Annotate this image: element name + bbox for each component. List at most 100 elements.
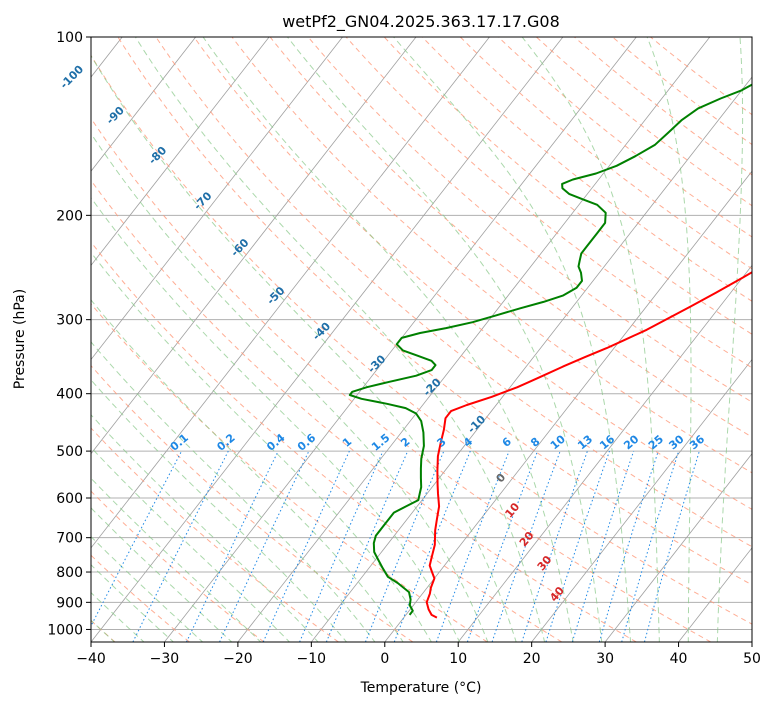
moist-adiabat-line xyxy=(393,37,632,642)
mixing-ratio-line xyxy=(186,450,279,642)
dry-adiabat-line xyxy=(536,37,752,207)
x-tick-label: −10 xyxy=(297,651,327,667)
y-axis-label: Pressure (hPa) xyxy=(12,289,28,389)
y-tick-label: 700 xyxy=(56,531,83,547)
x-tick-label: 30 xyxy=(596,651,614,667)
y-tick-label: 400 xyxy=(56,387,83,403)
mixing-ratio-line xyxy=(435,450,510,642)
dry-adiabat-label: -70 xyxy=(191,189,214,212)
moist-adiabat-line xyxy=(202,37,574,642)
dry-adiabat-line xyxy=(345,37,752,369)
moist-adiabat-line xyxy=(91,132,489,642)
isotherm-line xyxy=(604,453,752,642)
dry-adiabat-line xyxy=(612,37,752,146)
moist-adiabat-line xyxy=(91,446,291,642)
mixing-ratio-line xyxy=(571,450,635,642)
moist-adiabat-line xyxy=(91,535,204,642)
dry-adiabat-line xyxy=(91,554,190,642)
x-tick-label: 20 xyxy=(523,651,541,667)
dry-adiabat-line xyxy=(269,37,752,438)
isotherm-line xyxy=(91,37,270,267)
isotherm-line xyxy=(311,76,752,642)
isotherm-line xyxy=(751,641,752,642)
mixing-ratio-label: 0.1 xyxy=(168,431,191,453)
background-lines xyxy=(91,37,752,642)
dry-adiabat-line xyxy=(574,37,752,176)
mixing-ratio-label: 1.5 xyxy=(369,431,392,453)
mixing-ratio-line xyxy=(325,450,409,642)
dewpoint-line xyxy=(348,83,752,616)
mixing-ratio-label: 13 xyxy=(575,433,595,453)
isotherm-line xyxy=(457,264,752,642)
dry-adiabat-line xyxy=(155,37,752,548)
dry-adiabat-line xyxy=(91,241,563,642)
mixing-ratio-label: 6 xyxy=(500,435,514,450)
x-tick-label: 40 xyxy=(670,651,688,667)
y-tick-label: 1000 xyxy=(47,622,83,638)
dry-adiabat-line xyxy=(91,117,712,642)
x-tick-label: 0 xyxy=(380,651,389,667)
dry-adiabat-label: -80 xyxy=(146,144,169,167)
mixing-ratio-line xyxy=(521,450,588,642)
mixing-ratio-label: 10 xyxy=(548,432,568,452)
mixing-ratio-line xyxy=(491,450,561,642)
dry-adiabat-label: -20 xyxy=(421,375,444,398)
moist-adiabat-line xyxy=(287,37,603,642)
dry-adiabat-label: -40 xyxy=(310,320,333,343)
x-tick-label: −30 xyxy=(150,651,180,667)
mixing-ratio-label: 3 xyxy=(434,435,448,450)
profile-lines xyxy=(348,83,752,619)
isotherm-line xyxy=(91,37,196,172)
mixing-ratio-label: 0.4 xyxy=(264,431,288,454)
dry-adiabat-line xyxy=(231,37,752,474)
moist-adiabat-line xyxy=(91,299,404,642)
y-tick-label: 200 xyxy=(56,208,83,224)
y-tick-label: 500 xyxy=(56,444,83,460)
y-tick-label: 300 xyxy=(56,313,83,329)
dry-adiabat-line xyxy=(307,37,752,403)
dry-adiabat-line xyxy=(91,427,339,642)
dry-adiabat-line xyxy=(383,37,752,335)
dry-adiabat-line xyxy=(193,37,752,510)
x-tick-label: 50 xyxy=(743,651,761,667)
y-tick-label: 900 xyxy=(56,595,83,611)
moist-adiabat-line xyxy=(91,564,175,642)
mixing-ratio-label: 1 xyxy=(340,435,354,450)
y-tick-label: 600 xyxy=(56,491,83,507)
moist-adiabat-label: 0 xyxy=(493,471,508,485)
dry-adiabat-label: -50 xyxy=(264,284,287,307)
moist-adiabat-label: 20 xyxy=(517,529,537,549)
isotherm-line xyxy=(91,37,343,361)
mixing-ratio-line xyxy=(393,450,471,642)
moist-adiabat-line xyxy=(91,477,262,642)
mixing-ratio-line xyxy=(132,450,229,642)
moist-adiabat-line xyxy=(91,379,348,642)
mixing-ratio-label: 25 xyxy=(646,433,666,453)
dry-adiabat-line xyxy=(91,490,265,642)
mixing-ratio-line xyxy=(466,450,538,642)
mixing-ratio-line xyxy=(365,450,445,642)
mixing-ratio-line xyxy=(91,450,183,628)
temperature-line xyxy=(425,271,752,619)
dry-adiabat-line xyxy=(117,37,752,586)
moist-adiabat-label: 30 xyxy=(535,553,555,573)
axis-ticks: −40 −30 −20 −10 0 10 20 30 40 5010020030040050060… xyxy=(47,30,761,667)
moist-adiabat-line xyxy=(716,37,744,642)
mixing-ratio-label: 16 xyxy=(597,432,617,452)
isotherm-line xyxy=(531,358,752,642)
chart-title: wetPf2_GN04.2025.363.17.17.G08 xyxy=(282,12,560,32)
mixing-ratio-label: 20 xyxy=(621,432,641,452)
mixing-ratio-line xyxy=(644,450,700,642)
isotherm-line xyxy=(91,37,417,455)
moist-adiabat-line xyxy=(91,507,233,642)
mixing-ratio-line xyxy=(299,450,384,642)
dry-adiabat-line xyxy=(421,37,752,302)
dry-adiabat-line xyxy=(91,303,488,642)
mixing-ratio-line xyxy=(262,450,350,642)
isotherm-line xyxy=(91,37,490,549)
y-tick-label: 800 xyxy=(56,565,83,581)
x-tick-label: −40 xyxy=(76,651,106,667)
dry-adiabat-label: -30 xyxy=(365,352,388,375)
dry-adiabat-line xyxy=(91,179,637,642)
